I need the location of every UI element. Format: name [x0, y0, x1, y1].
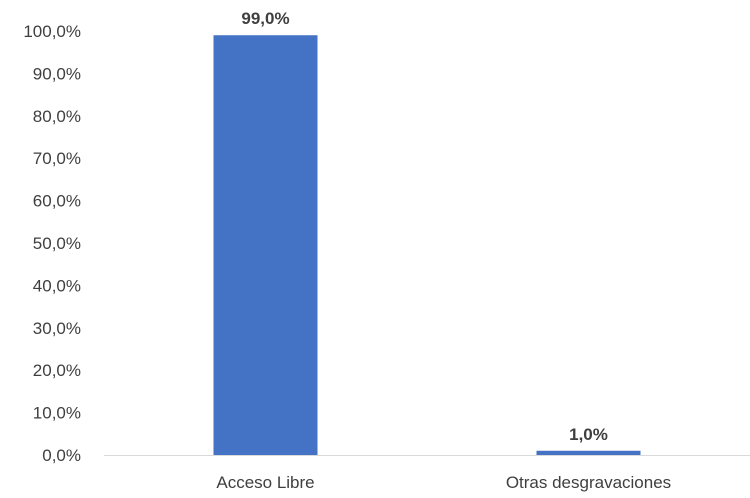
data-labels-group: 99,0% 1,0% [241, 9, 607, 444]
y-tick-label: 30,0% [33, 319, 81, 338]
y-tick-label: 10,0% [33, 404, 81, 423]
y-tick-label: 0,0% [42, 446, 81, 465]
bar-0 [213, 35, 318, 456]
y-tick-label: 50,0% [33, 234, 81, 253]
data-label-0: 99,0% [241, 9, 289, 28]
x-axis: Acceso Libre Otras desgravaciones [104, 455, 750, 492]
bars-group [213, 35, 641, 456]
y-tick-label: 80,0% [33, 107, 81, 126]
y-tick-label: 20,0% [33, 361, 81, 380]
y-tick-label: 60,0% [33, 192, 81, 211]
y-tick-label: 100,0% [23, 22, 81, 41]
y-tick-label: 70,0% [33, 149, 81, 168]
y-axis: 0,0% 10,0% 20,0% 30,0% 40,0% 50,0% 60,0% 70,0% 8… [23, 22, 81, 465]
bar-1 [536, 450, 641, 455]
data-label-1: 1,0% [569, 425, 608, 444]
category-label-1: Otras desgravaciones [506, 473, 671, 492]
y-tick-label: 40,0% [33, 276, 81, 295]
category-label-0: Acceso Libre [216, 473, 314, 492]
y-tick-label: 90,0% [33, 64, 81, 83]
